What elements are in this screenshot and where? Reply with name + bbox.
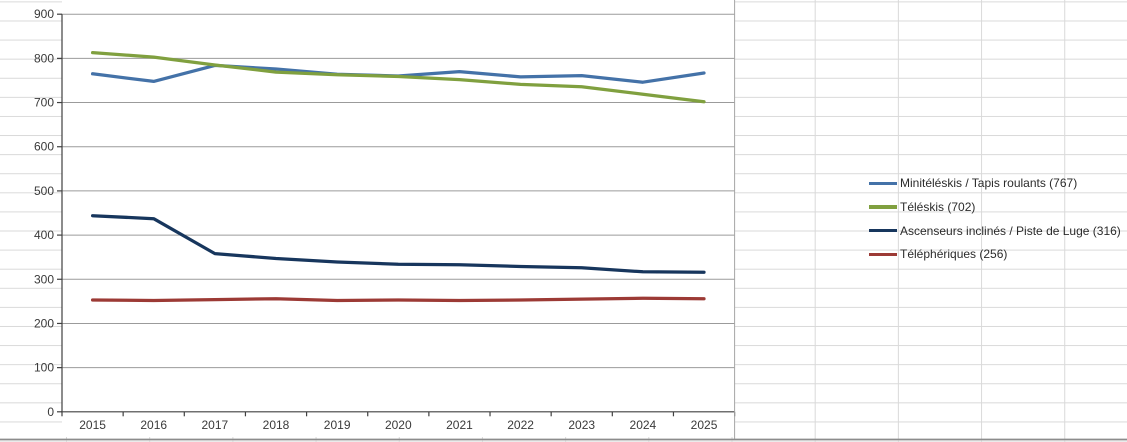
legend-label: Téléphériques (256): [900, 247, 1008, 262]
x-tick-label: 2015: [79, 418, 106, 432]
y-tick-label: 0: [47, 405, 54, 419]
y-tick-label: 300: [34, 272, 54, 286]
legend-line-swatch: [869, 181, 897, 185]
x-tick-label: 2016: [140, 418, 167, 432]
series-line-3[interactable]: [90, 296, 706, 303]
x-tick-label: 2025: [691, 418, 718, 432]
y-tick-label: 400: [34, 228, 54, 242]
x-tick-label: 2017: [202, 418, 229, 432]
y-tick-label: 700: [34, 96, 54, 110]
y-tick-label: 900: [34, 7, 54, 21]
x-tick-label: 2019: [324, 418, 351, 432]
legend-label: Téléskis (702): [900, 200, 976, 214]
y-tick-label: 500: [34, 184, 54, 198]
x-tick-label: 2023: [568, 418, 595, 432]
legend-label: Ascenseurs inclinés / Piste de Luge (316…: [900, 223, 1121, 238]
legend-item-1[interactable]: Téléskis (702): [869, 198, 975, 216]
y-tick-label: 600: [34, 140, 54, 154]
plot-area: [62, 0, 735, 437]
x-tick-label: 2018: [263, 418, 290, 432]
legend-item-3[interactable]: Téléphériques (256): [869, 245, 1007, 263]
legend-item-0[interactable]: Minitéléskis / Tapis roulants (767): [869, 174, 1077, 192]
x-tick-label: 2020: [385, 418, 412, 432]
legend-line-swatch: [869, 252, 897, 256]
legend-label: Minitéléskis / Tapis roulants (767): [900, 176, 1078, 191]
x-tick-label: 2021: [446, 418, 473, 432]
x-tick-label: 2022: [507, 418, 534, 432]
legend-item-2[interactable]: Ascenseurs inclinés / Piste de Luge (316…: [869, 222, 1121, 240]
y-tick-label: 100: [34, 361, 54, 375]
legend-line-swatch: [869, 228, 897, 233]
y-tick-label: 200: [34, 316, 54, 330]
x-tick-label: 2024: [630, 418, 657, 432]
series-line-1[interactable]: [90, 50, 706, 104]
legend-line-swatch: [869, 205, 897, 209]
series-line-2[interactable]: [90, 214, 706, 274]
y-tick-label: 800: [34, 51, 54, 65]
